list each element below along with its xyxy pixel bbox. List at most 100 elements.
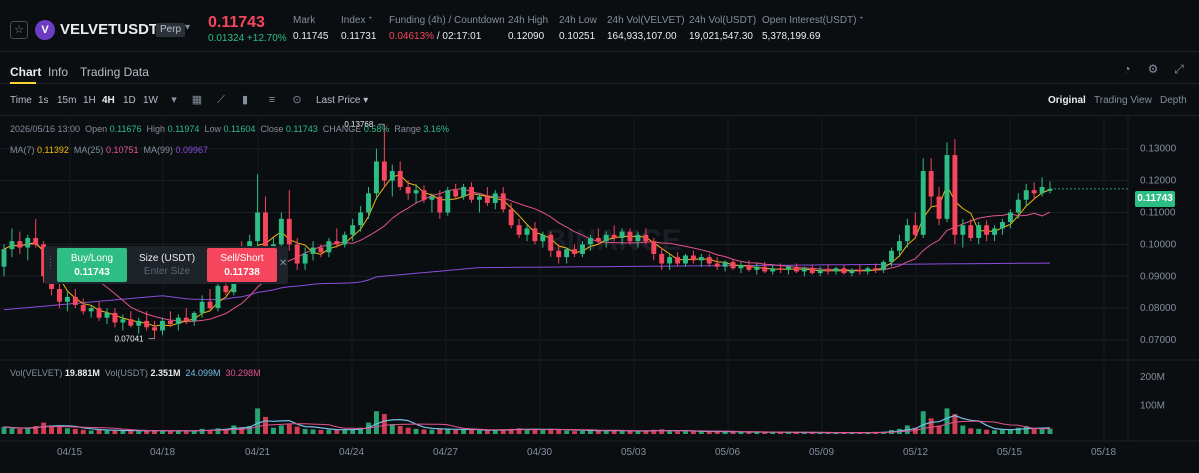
volume-bar	[714, 431, 720, 434]
candle-body	[405, 186, 411, 194]
size-input[interactable]	[132, 266, 202, 277]
candle-body	[580, 244, 585, 254]
candle-body	[500, 193, 506, 210]
low-label: Low	[204, 124, 221, 134]
candle-body	[199, 301, 205, 313]
volume-bar	[207, 430, 213, 434]
volume-bar	[516, 428, 522, 434]
candle-body	[302, 253, 308, 264]
candle-body	[326, 241, 332, 253]
volume-bar	[421, 429, 427, 434]
size-label: Size (USDT)	[138, 253, 196, 264]
candle-body	[960, 225, 966, 235]
price-tick-label: 0.07000	[1140, 335, 1177, 346]
view-trading-view[interactable]: Trading View	[1094, 95, 1152, 106]
price-type-select[interactable]: Last Price ▾	[316, 95, 369, 106]
candle-body	[976, 225, 982, 238]
stat-value: 0.10251	[559, 31, 596, 42]
stat-value: 0.12090	[508, 31, 545, 42]
candle-body	[397, 171, 403, 187]
candle-body	[896, 241, 902, 251]
volume-bar	[635, 431, 641, 434]
stat-mark: Mark 0.11745	[293, 15, 328, 42]
candle-body	[255, 212, 261, 242]
price-tick-label: 0.09000	[1140, 271, 1177, 282]
candlestick-icon[interactable]: ▮	[241, 94, 249, 106]
indicator-icon[interactable]: ⊙	[292, 94, 302, 106]
quick-trade-panel: ⋮⋮ Buy/Long 0.11743 Size (USDT) Sell/Sho…	[44, 246, 288, 284]
candle-body	[619, 231, 625, 238]
volume-bar	[112, 430, 118, 434]
sell-short-button[interactable]: Sell/Short 0.11738	[207, 248, 277, 282]
volume-bar	[730, 432, 736, 434]
high-value: 0.11974	[167, 124, 200, 134]
candle-body	[698, 257, 704, 261]
chevron-down-icon[interactable]: ▾	[185, 22, 191, 33]
interval-1w[interactable]: 1W	[143, 95, 158, 106]
interval-15m[interactable]: 15m	[57, 95, 77, 106]
candle-body	[627, 231, 633, 242]
price-chart[interactable]: BINANCE 0.130000.120000.110000.100000.09…	[0, 117, 1199, 473]
view-depth[interactable]: Depth	[1160, 95, 1187, 106]
stat-funding: Funding (4h) / Countdown 0.04613% / 02:1…	[389, 15, 505, 42]
volume-bar	[841, 432, 847, 434]
sliders-icon[interactable]: ≡	[268, 94, 276, 106]
volume-bar	[9, 428, 15, 434]
time-tick-label: 04/30	[527, 447, 552, 458]
symbol-name[interactable]: VELVETUSDT	[60, 21, 159, 38]
volume-bar	[492, 430, 498, 434]
stat-label[interactable]: Funding (4h) / Countdown	[389, 15, 505, 26]
interval-1h[interactable]: 1H	[83, 95, 96, 106]
volume-bar	[453, 430, 459, 434]
candle-body	[690, 255, 696, 261]
candle-date: 2026/05/16 13:00	[10, 124, 81, 134]
tab-trading-data[interactable]: Trading Data	[80, 65, 149, 79]
interval-1s[interactable]: 1s	[38, 95, 49, 106]
interval-1d[interactable]: 1D	[123, 95, 136, 106]
stat-open-interest: Open Interest(USDT) ᐩ 5,378,199.69	[762, 15, 863, 42]
volume-bar	[469, 429, 474, 434]
candle-body	[873, 268, 879, 270]
line-chart-icon[interactable]: ⟋	[217, 94, 225, 106]
stat-label[interactable]: Index ᐩ	[341, 15, 373, 26]
chart-toolbar: Time 1s 15m 1H 4H 1D 1W ▾ ▦ ⟋ ▮ ≡ ⊙ Last…	[0, 86, 1199, 116]
volume-bar	[603, 430, 609, 434]
candle-body	[80, 304, 86, 312]
buy-long-button[interactable]: Buy/Long 0.11743	[57, 248, 127, 282]
ma99-label: MA(99)	[143, 145, 174, 155]
bell-icon[interactable]: ◔	[1123, 62, 1131, 76]
volume-bar	[1015, 427, 1021, 434]
volume-tick-label: 200M	[1140, 372, 1165, 383]
drag-handle-icon[interactable]: ⋮ ⋮	[46, 254, 55, 270]
star-icon[interactable]: ☆	[10, 21, 28, 39]
gear-icon[interactable]: ⚙	[1147, 62, 1159, 76]
last-price: 0.11743	[208, 14, 265, 31]
volume-bar	[342, 429, 348, 434]
candle-body	[944, 155, 950, 219]
candle-body	[572, 249, 578, 254]
stat-label[interactable]: Open Interest(USDT) ᐩ	[762, 15, 864, 26]
tab-chart[interactable]: Chart	[10, 65, 42, 79]
candle-body	[183, 317, 189, 321]
ma7-label: MA(7)	[10, 145, 35, 155]
expand-icon[interactable]: ⤢	[1174, 62, 1184, 76]
interval-4h[interactable]: 4H	[102, 95, 115, 106]
candle-body	[770, 268, 776, 272]
candle-body	[651, 241, 657, 254]
volume-bar	[825, 432, 831, 434]
volume-bar	[1047, 428, 1053, 434]
close-icon[interactable]: ✕	[279, 258, 288, 269]
volume-bar	[294, 426, 300, 434]
candle-body	[801, 268, 807, 272]
interval-time[interactable]: Time	[10, 95, 32, 106]
volume-bar	[532, 429, 538, 434]
calendar-icon[interactable]: ▦	[191, 94, 203, 106]
candles	[1, 124, 1053, 339]
candle-body	[57, 289, 62, 302]
view-original[interactable]: Original	[1048, 95, 1086, 106]
caret-down-icon[interactable]: ▾	[171, 94, 177, 106]
tab-info[interactable]: Info	[48, 65, 69, 79]
volume-bar	[437, 428, 443, 434]
candle-body	[904, 225, 910, 242]
volume-bar	[619, 431, 625, 434]
